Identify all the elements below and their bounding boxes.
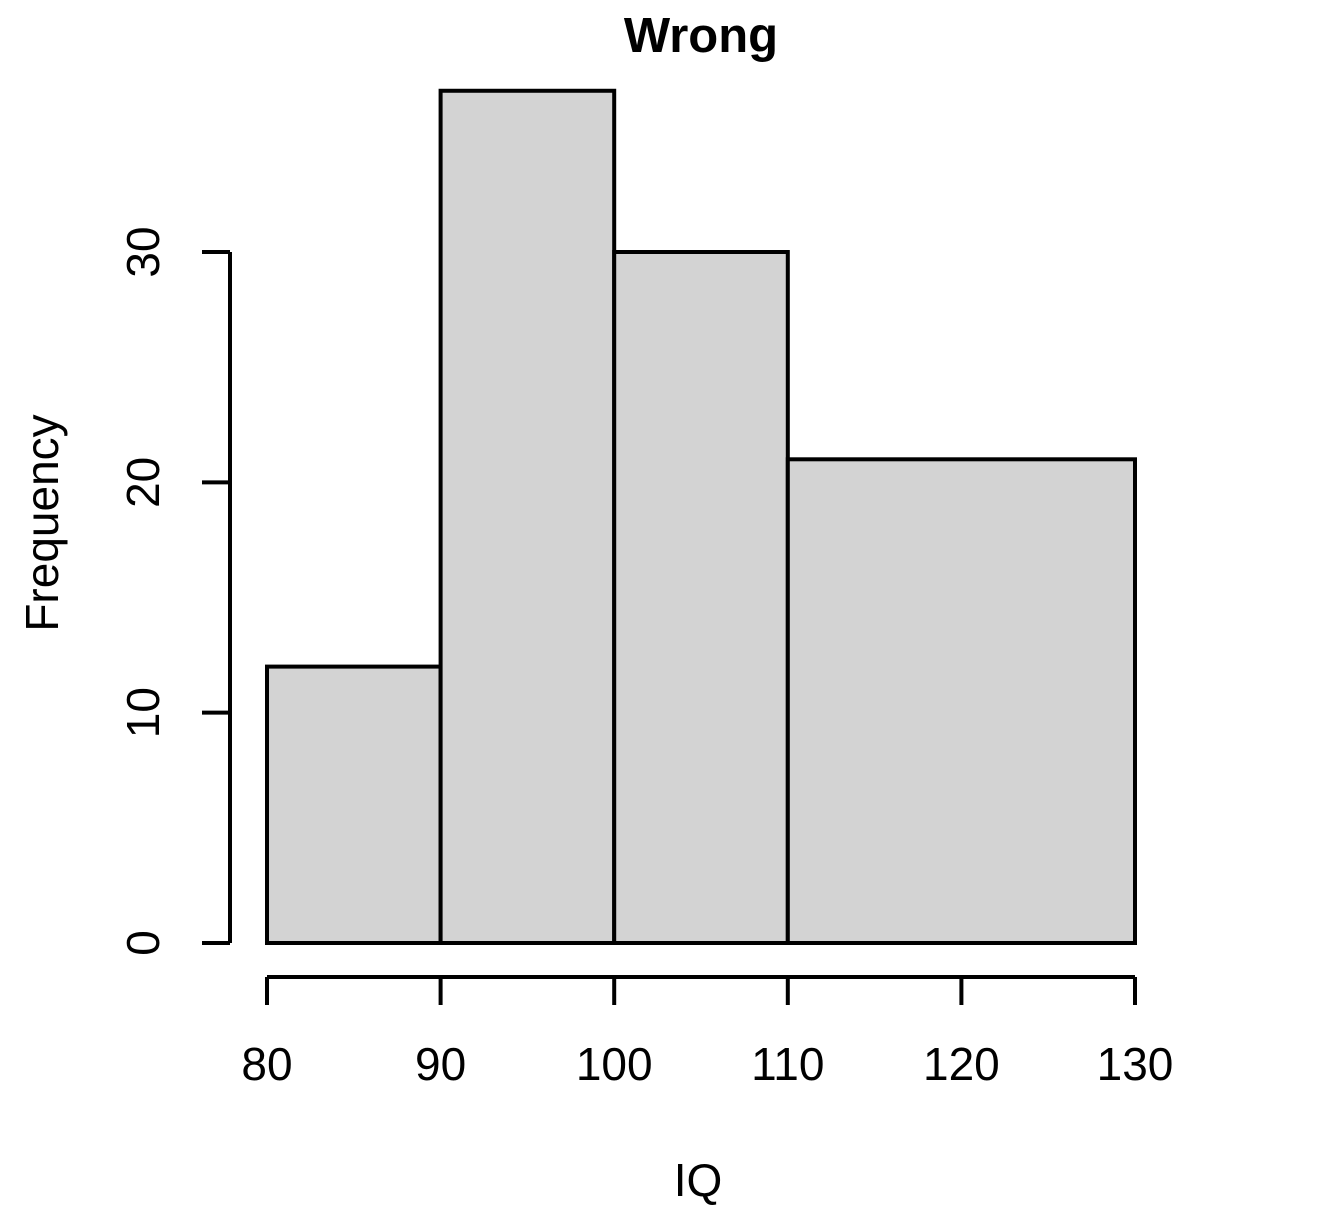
y-tick-label: 10	[117, 687, 169, 738]
tick-labels-group: 80 90 100 110 120 130 0 10 20 30	[117, 226, 1173, 1090]
y-tick-label: 0	[117, 930, 169, 956]
x-tick-label: 90	[415, 1038, 466, 1090]
y-tick-label: 30	[117, 226, 169, 277]
bars-group	[265, 88, 1137, 946]
histogram-bar	[265, 664, 443, 945]
histogram-bar	[612, 250, 790, 945]
x-tick-label: 130	[1097, 1038, 1174, 1090]
axes-group	[202, 250, 1137, 1005]
x-axis-label: IQ	[674, 1154, 723, 1206]
chart-title: Wrong	[624, 9, 778, 63]
y-tick-label: 20	[117, 457, 169, 508]
histogram-bar	[438, 88, 617, 946]
x-tick-label: 80	[241, 1038, 292, 1090]
y-axis-label: Frequency	[16, 414, 68, 631]
x-tick-label: 110	[751, 1038, 824, 1090]
x-tick-label: 120	[923, 1038, 1000, 1090]
x-tick-label: 100	[576, 1038, 653, 1090]
histogram-bar	[785, 457, 1137, 945]
